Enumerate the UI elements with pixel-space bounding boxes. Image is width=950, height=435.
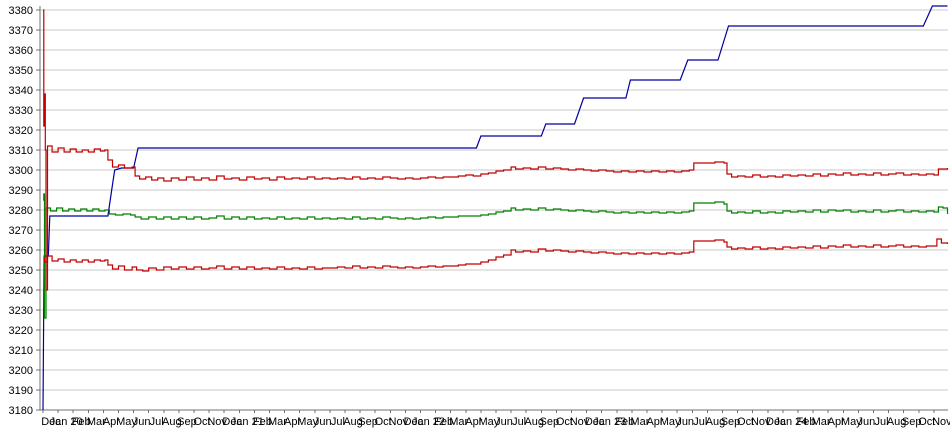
x-axis-label: Jan 22 xyxy=(412,416,445,428)
y-axis-label: 3260 xyxy=(9,245,33,257)
x-axis-label: Aug xyxy=(887,416,907,428)
series-green-mid xyxy=(43,193,949,319)
x-axis-label: Oct xyxy=(193,416,210,428)
x-axis-label: Dec xyxy=(766,416,786,428)
y-axis-label: 3360 xyxy=(9,45,33,57)
x-axis-label: Jan 24 xyxy=(774,416,807,428)
y-axis-label: 3230 xyxy=(9,305,33,317)
x-axis-label: Dec xyxy=(41,416,61,428)
x-axis-label: Mar xyxy=(630,416,649,428)
y-axis-label: 3320 xyxy=(9,125,33,137)
x-axis-label: Sep xyxy=(721,416,741,428)
series-red-lower xyxy=(43,238,949,272)
x-axis-label: May xyxy=(479,416,500,428)
series-blue-stepped xyxy=(42,5,948,411)
x-axis-label: Nov xyxy=(207,416,227,428)
x-axis-label: Nov xyxy=(389,416,409,428)
x-axis-label: May xyxy=(841,416,862,428)
x-axis-label: Jan 20 xyxy=(50,416,83,428)
y-axis-label: 3240 xyxy=(9,285,33,297)
x-axis-label: Feb xyxy=(797,416,816,428)
x-axis-label: Apr xyxy=(103,416,120,428)
x-axis-label: Jan 23 xyxy=(593,416,626,428)
x-axis-label: Dec xyxy=(222,416,242,428)
x-axis-label: Jun xyxy=(495,416,513,428)
y-axis-label: 3270 xyxy=(9,225,33,237)
y-axis-label: 3340 xyxy=(9,85,33,97)
x-axis-label: Sep xyxy=(540,416,560,428)
y-axis-label: 3250 xyxy=(9,265,33,277)
y-axis-label: 3200 xyxy=(9,365,33,377)
y-axis-label: 3300 xyxy=(9,165,33,177)
x-axis-label: Sep xyxy=(177,416,197,428)
y-axis-label: 3330 xyxy=(9,105,33,117)
x-axis-label: Jun xyxy=(676,416,694,428)
y-axis-label: 3190 xyxy=(9,385,33,397)
x-axis-label: Apr xyxy=(646,416,663,428)
x-axis-label: Oct xyxy=(375,416,392,428)
x-axis-label: Jul xyxy=(874,416,888,428)
x-axis-label: Apr xyxy=(465,416,482,428)
x-axis-label: Jan 21 xyxy=(231,416,264,428)
y-axis-label: 3290 xyxy=(9,185,33,197)
x-axis-label: Aug xyxy=(706,416,726,428)
x-axis-label: Oct xyxy=(737,416,754,428)
x-axis-label: Nov xyxy=(751,416,771,428)
x-axis-label: Dec xyxy=(404,416,424,428)
y-axis-label: 3280 xyxy=(9,205,33,217)
x-axis-label: Feb xyxy=(253,416,272,428)
x-axis-label: May xyxy=(297,416,318,428)
x-axis-label: Jul xyxy=(693,416,707,428)
x-axis-label: Mar xyxy=(87,416,106,428)
x-axis-label: Feb xyxy=(434,416,453,428)
x-axis-label: Mar xyxy=(812,416,831,428)
y-axis-label: 3180 xyxy=(9,405,33,417)
y-axis-label: 3380 xyxy=(9,5,33,17)
x-axis-label: May xyxy=(116,416,137,428)
x-axis-label: Feb xyxy=(72,416,91,428)
x-axis-label: Jul xyxy=(512,416,526,428)
x-axis-label: Jul xyxy=(150,416,164,428)
x-axis-label: Dec xyxy=(585,416,605,428)
x-axis-label: Jun xyxy=(858,416,876,428)
x-axis-label: Mar xyxy=(268,416,287,428)
y-axis-label: 3310 xyxy=(9,145,33,157)
x-axis-label: Mar xyxy=(449,416,468,428)
x-axis-label: Oct xyxy=(556,416,573,428)
x-axis-label: Jun xyxy=(133,416,151,428)
x-axis-label: Feb xyxy=(615,416,634,428)
x-axis-label: Aug xyxy=(343,416,363,428)
x-axis-label: Jun xyxy=(314,416,332,428)
x-axis-label: Nov xyxy=(932,416,950,428)
y-axis-label: 3220 xyxy=(9,325,33,337)
series-red-upper xyxy=(43,9,949,291)
x-axis-label: Sep xyxy=(902,416,922,428)
x-axis-label: Sep xyxy=(358,416,378,428)
x-axis-label: Aug xyxy=(162,416,182,428)
x-axis-label: Nov xyxy=(570,416,590,428)
x-axis-label: Apr xyxy=(828,416,845,428)
x-axis-label: Jul xyxy=(331,416,345,428)
x-axis-label: May xyxy=(660,416,681,428)
x-axis-label: Aug xyxy=(524,416,544,428)
y-axis-label: 3350 xyxy=(9,65,33,77)
y-axis-label: 3210 xyxy=(9,345,33,357)
y-axis-label: 3370 xyxy=(9,25,33,37)
x-axis-label: Apr xyxy=(284,416,301,428)
x-axis-label: Oct xyxy=(918,416,935,428)
